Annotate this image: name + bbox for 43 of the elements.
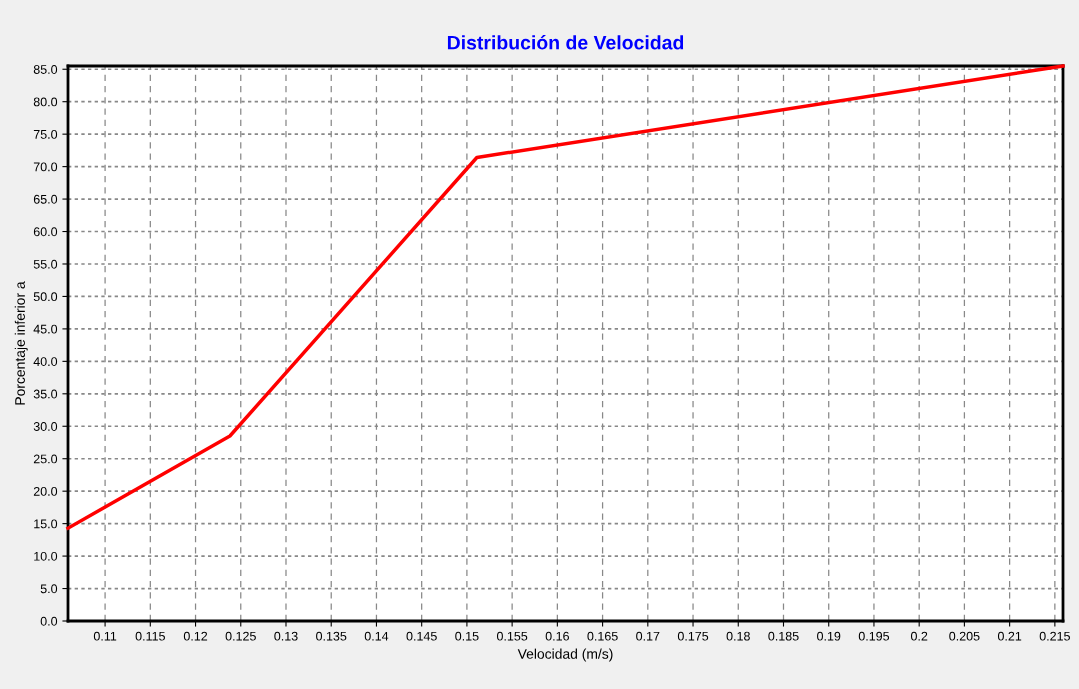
y-tick-label: 75.0 [33, 129, 58, 139]
x-axis-title: Velocidad (m/s) [517, 648, 613, 662]
y-tick-label: 5.0 [40, 584, 58, 594]
y-tick-label: 65.0 [33, 194, 58, 204]
y-tick-label: 70.0 [33, 162, 58, 172]
x-tick-label: 0.155 [496, 631, 528, 641]
y-tick-label: 45.0 [33, 324, 58, 334]
x-tick-label: 0.215 [1039, 631, 1070, 641]
x-tick-label: 0.185 [768, 631, 799, 641]
chart-title: Distribución de Velocidad [447, 35, 684, 50]
x-tick-label: 0.205 [949, 631, 980, 641]
y-tick-label: 15.0 [34, 519, 58, 529]
x-tick-label: 0.195 [858, 631, 890, 641]
x-tick-label: 0.165 [587, 631, 618, 641]
y-tick-label: 50.0 [33, 292, 58, 302]
y-tick-label: 35.0 [33, 389, 58, 399]
x-tick-label: 0.12 [183, 631, 208, 641]
x-tick-label: 0.17 [636, 631, 660, 641]
x-tick-label: 0.175 [677, 631, 709, 641]
x-tick-label: 0.15 [455, 631, 479, 641]
x-tick-label: 0.16 [545, 631, 569, 641]
x-tick-label: 0.11 [93, 631, 117, 641]
y-tick-label: 30.0 [33, 422, 58, 431]
x-tick-label: 0.19 [817, 631, 841, 641]
x-tick-label: 0.145 [406, 631, 437, 641]
y-tick-label: 55.0 [33, 259, 58, 269]
y-tick-label: 40.0 [33, 357, 58, 366]
y-tick-label: 85.0 [33, 65, 58, 74]
y-tick-label: 25.0 [33, 454, 58, 464]
x-tick-label: 0.14 [364, 631, 389, 641]
x-tick-label: 0.21 [997, 631, 1022, 641]
y-tick-label: 10.0 [34, 551, 58, 561]
y-axis-title: Porcentaje inferior a [14, 281, 28, 405]
x-tick-label: 0.135 [316, 631, 347, 641]
x-tick-label: 0.2 [910, 631, 928, 641]
y-tick-label: 80.0 [33, 97, 58, 107]
x-tick-label: 0.18 [726, 631, 750, 641]
x-tick-label: 0.115 [135, 631, 165, 641]
x-tick-label: 0.125 [225, 631, 256, 641]
x-tick-label: 0.13 [274, 631, 298, 641]
y-tick-label: 20.0 [33, 486, 58, 496]
y-tick-label: 60.0 [33, 227, 58, 237]
y-tick-label: 0.0 [40, 616, 58, 626]
